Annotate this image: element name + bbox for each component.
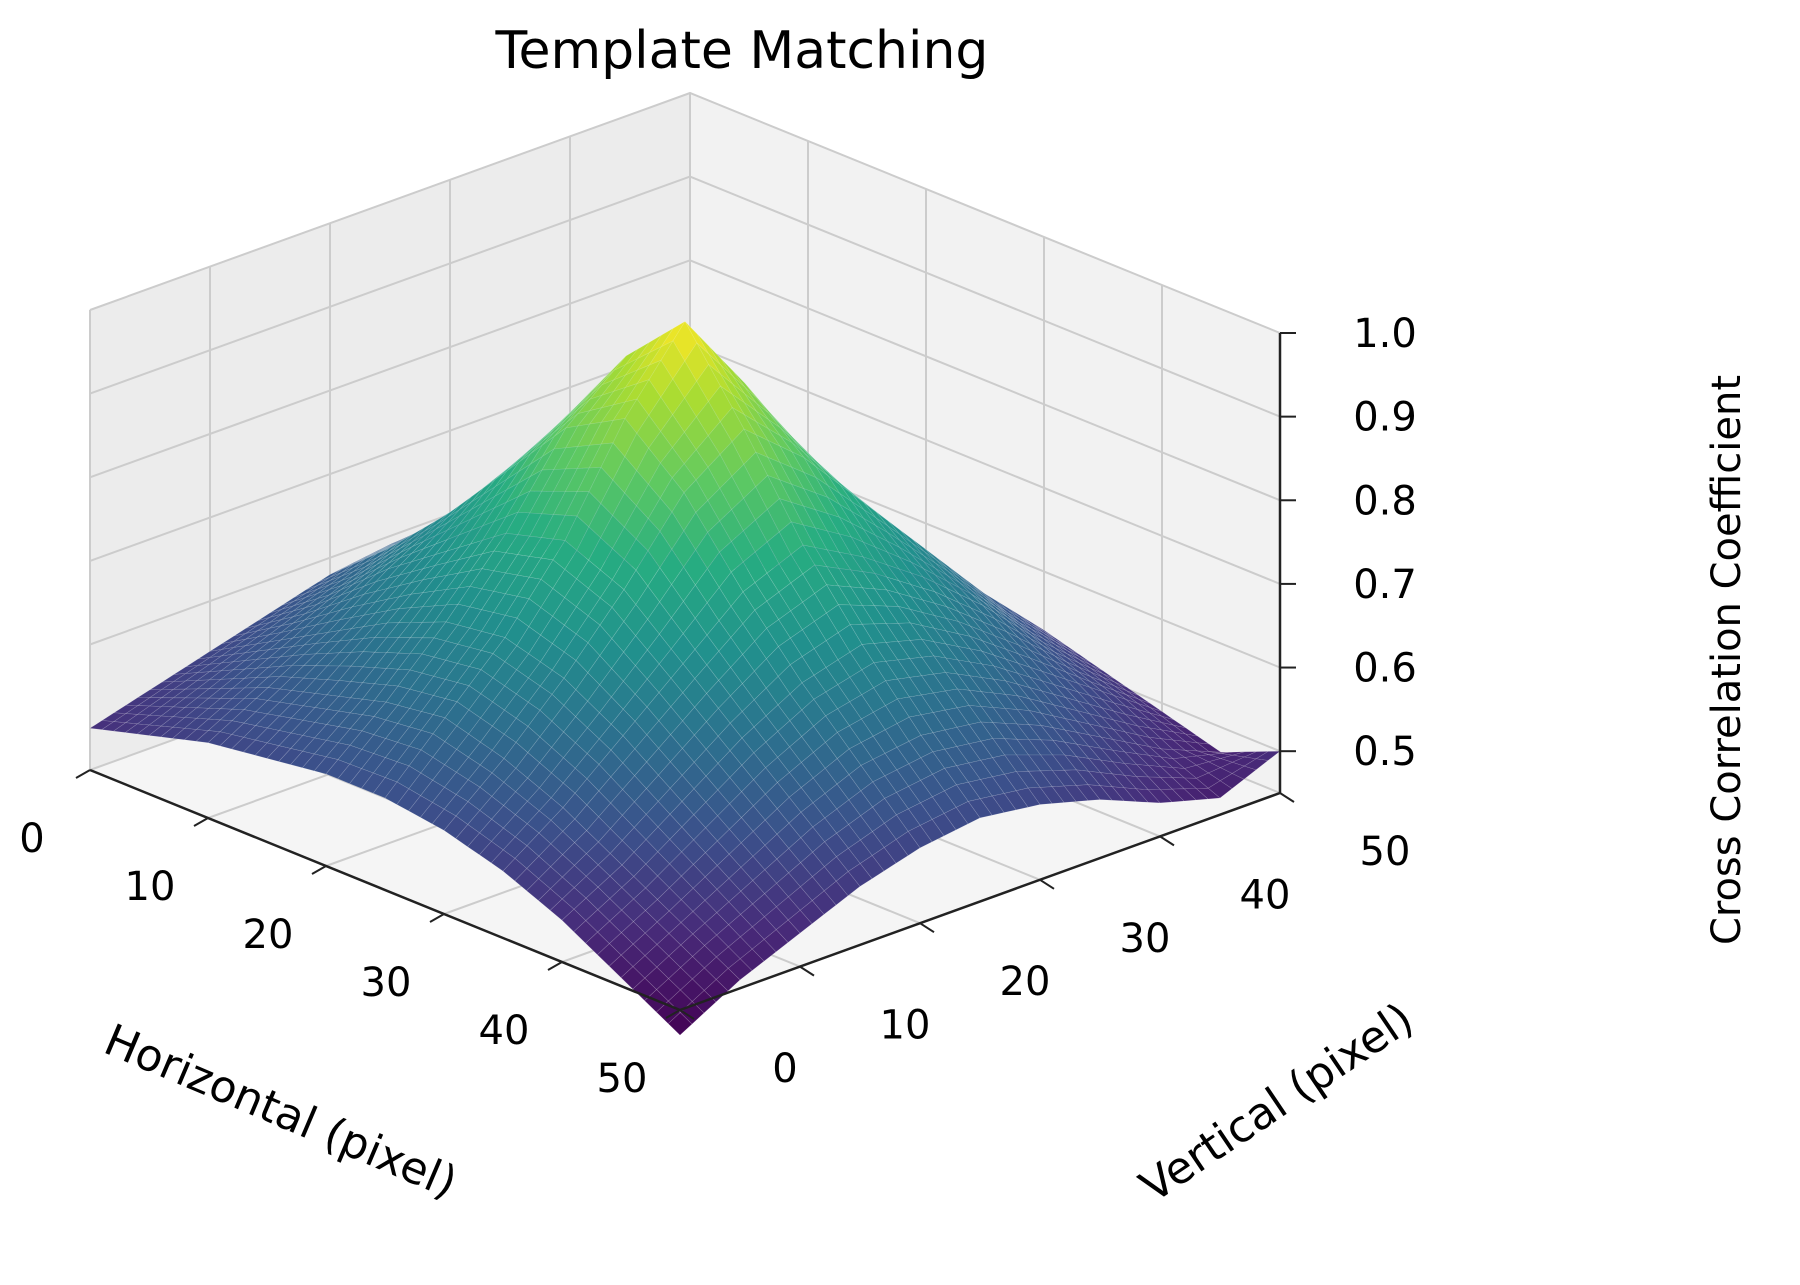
z-tick-label: 0.9: [1353, 395, 1417, 441]
surface-cell: [1147, 789, 1173, 804]
y-tick-mark: [799, 965, 815, 977]
x-tick-mark: [547, 961, 563, 971]
z-tick-label: 0.7: [1353, 562, 1417, 608]
tick-marks: [75, 332, 1296, 1020]
y-tick-label: 50: [1360, 829, 1411, 875]
y-tick-mark: [1039, 878, 1055, 890]
x-tick-mark: [75, 769, 91, 779]
x-tick-label: 0: [19, 816, 44, 862]
x-axis-line: [89, 768, 681, 1012]
surface-cell: [1063, 785, 1089, 802]
surface-mesh: [89, 320, 1281, 1036]
x-tick-label: 50: [597, 1056, 648, 1102]
grid-line: [89, 175, 1281, 418]
y-tick-label: 0: [772, 1046, 797, 1092]
x-tick-mark: [311, 865, 327, 875]
x-tick-mark: [193, 817, 209, 827]
surface-cell: [1159, 788, 1185, 803]
y-tick-mark: [679, 1009, 695, 1020]
z-axis-title: Cross Correlation Coefficient: [1704, 375, 1750, 945]
x-axis-title: Horizontal (pixel): [97, 1015, 464, 1209]
z-tick-label: 0.5: [1353, 729, 1417, 775]
y-tick-label: 40: [1240, 872, 1291, 918]
x-tick-label: 20: [243, 912, 294, 958]
x-tick-mark: [665, 1009, 681, 1019]
y-axis-line: [679, 791, 1281, 1012]
y-tick-mark: [1159, 835, 1175, 847]
x-tick-label: 40: [479, 1008, 530, 1054]
x-tick-label: 10: [125, 864, 176, 910]
grid-line: [89, 259, 1281, 502]
z-tick-label: 0.8: [1353, 478, 1417, 524]
y-tick-mark: [919, 922, 935, 934]
z-tick-label: 0.6: [1353, 646, 1417, 692]
x-tick-mark: [429, 913, 445, 923]
y-tick-label: 20: [1000, 959, 1051, 1005]
y-tick-label: 10: [880, 1003, 931, 1049]
x-tick-label: 30: [361, 960, 412, 1006]
surface-cell: [667, 1012, 693, 1036]
tick-labels: 0 10 20 30 40 50 0 10 20 30 40 50 0.5 0.6 0.7 0.8 0.9 1.0: [19, 311, 1417, 1102]
y-tick-mark: [1279, 792, 1295, 803]
z-tick-label: 1.0: [1353, 311, 1417, 357]
surface-cell: [1087, 784, 1113, 801]
surface-cell: [1231, 765, 1257, 780]
grid-line: [89, 91, 1281, 334]
y-axis-title: Vertical (pixel): [1131, 993, 1422, 1213]
axis-lines: [89, 333, 1282, 1012]
chart-title: Template Matching: [495, 21, 989, 81]
y-tick-label: 30: [1120, 916, 1171, 962]
